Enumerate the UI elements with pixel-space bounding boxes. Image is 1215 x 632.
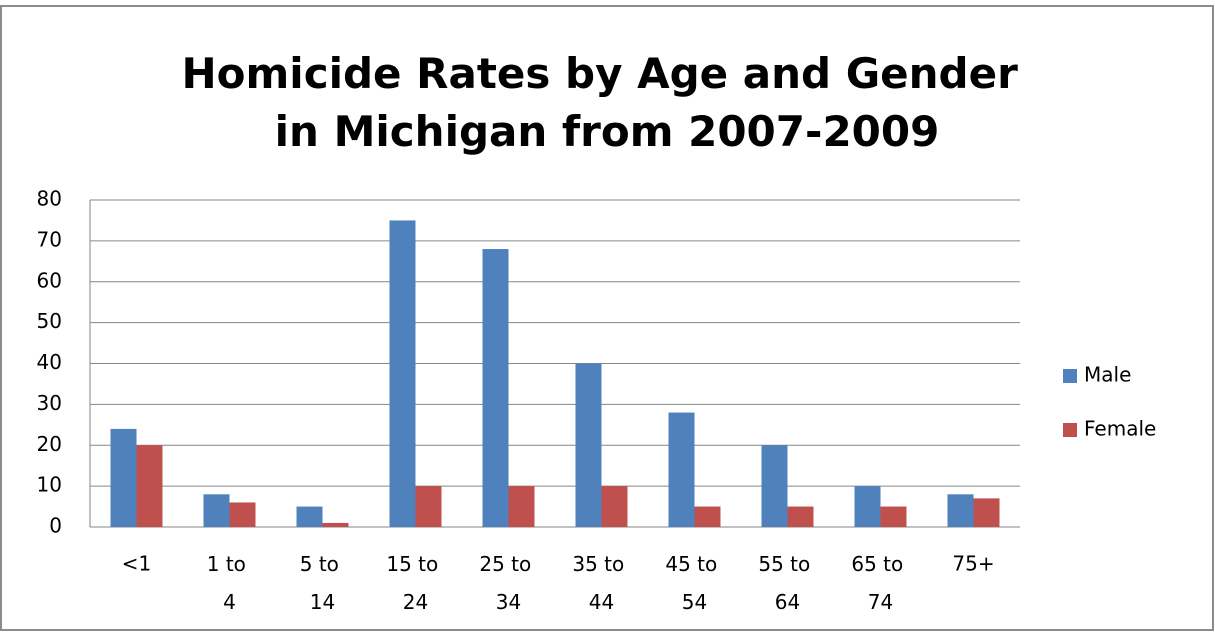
bar [508,486,535,527]
y-tick-label: 0 [49,514,62,538]
bar [296,506,323,527]
legend-swatch [1063,423,1077,437]
bar [880,506,907,527]
legend-label: Female [1084,417,1156,441]
bar [694,506,721,527]
chart-title: Homicide Rates by Age and Gender in Mich… [182,49,1033,156]
y-tick-label: 40 [37,350,62,374]
x-tick-label: 75+ [952,552,994,576]
bar [973,498,1000,527]
bar [229,502,256,527]
bar [389,220,416,527]
x-tick-label: 45 to 54 [665,552,723,614]
bar [761,445,788,527]
bar [482,249,509,528]
x-tick-label: 55 to 64 [758,552,816,614]
bar [203,494,230,527]
x-tick-label: 5 to 14 [300,552,346,614]
y-tick-label: 60 [37,268,62,292]
y-tick-label: 20 [37,432,62,456]
bar [668,412,695,527]
bar [854,486,881,527]
x-tick-label: 35 to 44 [572,552,630,614]
x-tick-label: 1 to 4 [207,552,253,614]
y-tick-label: 30 [37,391,62,415]
bar [136,445,163,527]
bar [601,486,628,527]
y-tick-label: 50 [37,309,62,333]
x-tick-label: 65 to 74 [851,552,909,614]
bar [787,506,814,527]
bar [415,486,442,527]
bar [110,428,137,527]
x-tick-label: <1 [122,552,151,576]
x-tick-label: 15 to 24 [386,552,444,614]
legend-swatch [1063,369,1077,383]
bar [322,522,349,527]
y-tick-label: 70 [37,227,62,251]
bar [947,494,974,527]
chart-frame [0,5,1214,631]
bar [575,363,602,527]
y-tick-label: 10 [37,473,62,497]
legend-label: Male [1084,363,1131,387]
y-tick-label: 80 [37,187,62,211]
x-tick-label: 25 to 34 [479,552,537,614]
